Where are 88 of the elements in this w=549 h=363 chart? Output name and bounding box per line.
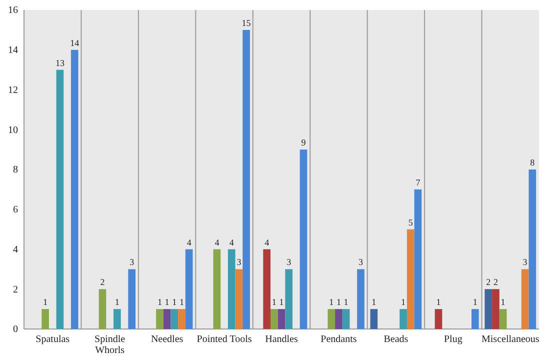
y-tick-label: 12 [8,84,18,96]
x-tick-label: Spindle Whorls [94,334,126,356]
data-label: 4 [186,237,192,248]
bar [56,70,64,329]
data-label: 1 [329,297,334,308]
y-tick-label: 14 [8,45,18,56]
y-tick-label: 10 [8,124,18,136]
data-label: 1 [157,297,162,308]
bar [434,309,442,329]
data-label: 1 [344,297,348,308]
data-label: 4 [229,237,234,248]
data-label: 7 [416,177,421,188]
data-label: 1 [472,297,478,308]
x-tick-label: Beads [384,334,408,346]
data-label: 2 [493,277,498,288]
data-label: 3 [522,257,528,268]
data-label: 5 [408,217,414,228]
bar [484,289,492,329]
bar [235,269,243,329]
data-label: 1 [372,297,376,308]
bar [213,249,221,329]
y-tick-label: 6 [13,204,18,216]
x-tick-label: Needles [150,334,184,346]
x-tick-label: Handles [265,334,298,346]
data-label: 1 [279,297,284,308]
data-label: 1 [401,297,406,308]
bar [285,269,293,329]
data-label: 1 [272,297,276,308]
bar [370,309,378,329]
data-label: 4 [264,237,270,248]
y-tick-label: 8 [13,164,18,176]
bar [335,309,342,329]
data-label: 1 [114,297,120,308]
bar [521,269,529,329]
bar [185,249,193,329]
data-label: 3 [236,257,242,268]
x-tick-label: Pointed Tools [196,334,252,346]
data-label: 1 [164,297,170,308]
bar [492,289,500,329]
x-tick-label: Spatulas [36,334,70,346]
bar [170,309,178,329]
bar [300,150,308,329]
data-label: 1 [179,297,184,308]
data-label: 8 [530,158,536,168]
bar [228,249,236,329]
bar [499,309,507,329]
bar [472,309,479,329]
bar [414,189,422,329]
bar [357,269,364,329]
bar [270,309,278,329]
y-tick-label: 16 [8,5,18,16]
data-label: 3 [358,257,364,268]
y-tick-label: 4 [13,244,18,256]
bar [163,309,171,329]
data-label: 13 [55,58,65,68]
data-label: 1 [500,297,506,308]
bar [242,30,250,329]
data-label: 1 [436,297,441,308]
data-label: 2 [100,277,105,288]
data-label: 1 [43,297,48,308]
data-label: 9 [301,138,306,148]
bar [114,309,121,329]
bar [278,309,286,329]
bar [342,309,350,329]
bar [178,309,186,329]
data-label: 2 [486,277,491,288]
data-label: 3 [286,257,292,268]
bar [400,309,407,329]
bar [98,289,106,329]
bar [263,249,270,329]
x-tick-label: Pendants [320,334,357,346]
bar [406,229,414,329]
bar [528,170,536,329]
x-tick-label: Miscellaneous [482,334,540,346]
bar [70,50,78,329]
x-tick-label: Plug [444,334,462,346]
data-label: 3 [130,257,135,268]
data-label: 1 [172,297,177,308]
bar [128,269,136,329]
y-tick-label: 0 [13,324,18,336]
data-label: 4 [214,237,220,248]
data-label: 1 [336,297,341,308]
bar [42,309,49,329]
data-label: 14 [70,38,80,48]
bar [156,309,164,329]
y-tick-label: 2 [13,284,18,296]
data-label: 15 [242,18,252,28]
bar [328,309,336,329]
